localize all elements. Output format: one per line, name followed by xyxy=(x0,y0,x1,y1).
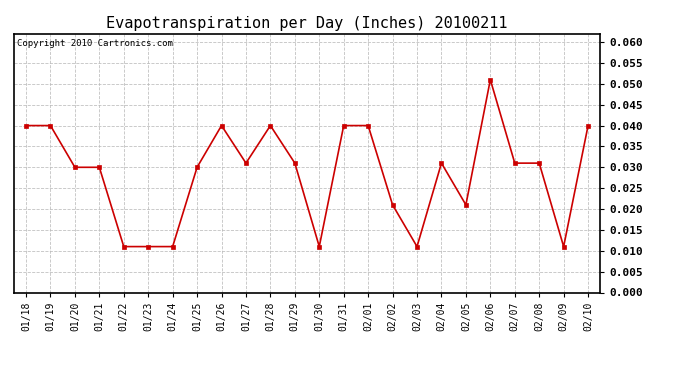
Text: Copyright 2010 Cartronics.com: Copyright 2010 Cartronics.com xyxy=(17,39,172,48)
Title: Evapotranspiration per Day (Inches) 20100211: Evapotranspiration per Day (Inches) 2010… xyxy=(106,16,508,31)
